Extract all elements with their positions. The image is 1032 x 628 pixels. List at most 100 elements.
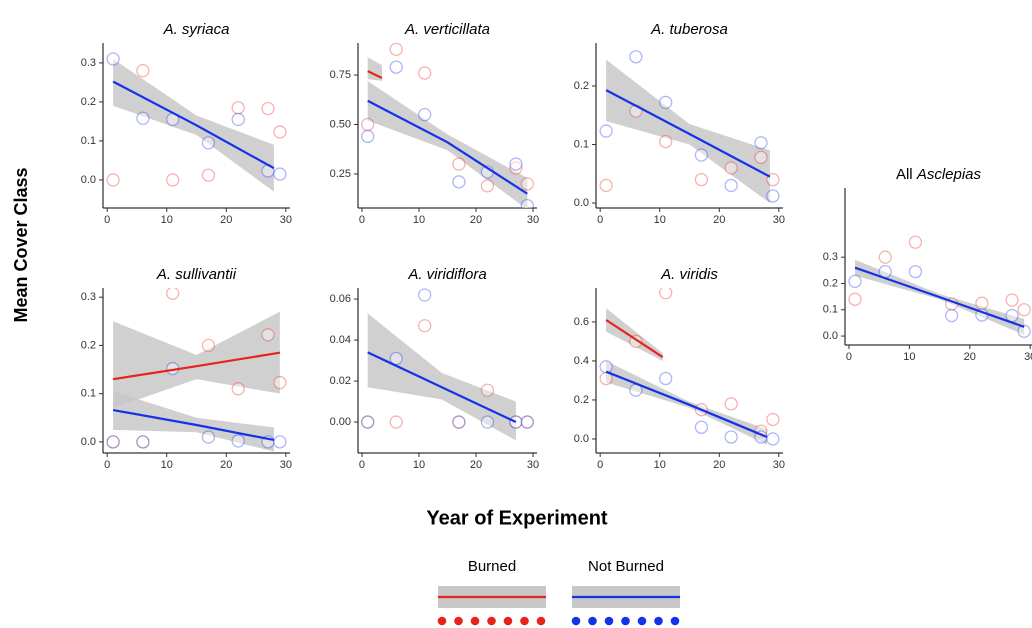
y-tick-label: 0.00	[330, 416, 351, 428]
x-axis-label: Year of Experiment	[426, 507, 608, 529]
y-axis-label: Mean Cover Class	[11, 167, 31, 322]
point	[166, 173, 180, 187]
panel: A. syriaca 0.0 0.1 0.2 0.3 0 10 20 30	[81, 21, 292, 226]
confidence-band	[367, 313, 516, 441]
point	[201, 168, 216, 182]
point	[975, 296, 989, 310]
point	[694, 172, 709, 187]
plot-area	[599, 50, 780, 204]
point	[480, 383, 495, 397]
confidence-band	[606, 308, 663, 361]
x-tick-label: 10	[161, 214, 173, 226]
legend-dot	[470, 616, 480, 626]
confidence-band	[367, 80, 528, 208]
legend-dot	[437, 616, 447, 626]
point	[724, 161, 738, 175]
point	[754, 136, 768, 150]
x-tick-label: 30	[280, 459, 292, 471]
y-tick-label: 0.0	[574, 197, 589, 209]
y-tick-label: 0.25	[330, 168, 351, 180]
point	[136, 111, 150, 125]
title-part: A. viridis	[660, 266, 718, 283]
fit-line	[605, 89, 771, 178]
panel-title: A. viridis	[660, 266, 718, 283]
fit-line	[605, 319, 664, 358]
legend-dot	[520, 616, 529, 626]
title-part: A. syriaca	[163, 21, 230, 38]
legend-entry: Not Burned	[571, 558, 680, 626]
point	[908, 264, 923, 279]
legend-dot	[604, 616, 614, 626]
point	[452, 415, 466, 429]
y-tick-label: 0.0	[81, 436, 96, 448]
point	[136, 435, 150, 449]
point	[361, 129, 375, 144]
panel-title: A. verticillata	[404, 21, 490, 38]
x-tick-label: 10	[654, 459, 666, 471]
point	[361, 415, 375, 429]
point	[452, 175, 466, 189]
point	[480, 179, 495, 193]
x-tick-label: 10	[654, 214, 666, 226]
x-tick-label: 10	[161, 459, 173, 471]
plot-area	[361, 288, 534, 441]
panel-title: A. tuberosa	[650, 21, 728, 38]
legend-dot	[536, 616, 546, 626]
point	[520, 415, 534, 429]
point	[766, 412, 780, 427]
point	[659, 288, 673, 300]
y-tick-label: 0.4	[574, 355, 589, 367]
panel: A. sullivantii 0.0 0.1 0.2 0.3 0 10 20 30	[81, 266, 292, 471]
point	[361, 117, 375, 132]
x-tick-label: 20	[713, 459, 725, 471]
x-tick-label: 10	[413, 214, 425, 226]
point	[261, 328, 275, 342]
x-tick-label: 0	[104, 214, 110, 226]
panel-title: A. viridiflora	[407, 266, 486, 283]
point	[136, 435, 150, 449]
x-tick-label: 20	[470, 214, 482, 226]
y-tick-label: 0.02	[330, 375, 351, 387]
point	[389, 351, 403, 366]
y-tick-label: 0.6	[574, 316, 589, 328]
point	[599, 124, 613, 138]
point	[389, 415, 403, 429]
panel: All Asclepias 0.0 0.1 0.2 0.3 0 10 20 30	[823, 166, 1032, 363]
legend-dot	[454, 616, 463, 626]
x-tick-label: 30	[773, 459, 785, 471]
point	[509, 161, 523, 175]
point	[1005, 293, 1019, 307]
x-tick-label: 20	[713, 214, 725, 226]
x-tick-label: 0	[359, 214, 365, 226]
x-tick-label: 20	[220, 459, 232, 471]
legend-dot	[588, 616, 597, 626]
x-tick-label: 0	[359, 459, 365, 471]
y-tick-label: 0.2	[574, 80, 589, 92]
fit-line	[112, 80, 275, 170]
legend-dot	[571, 616, 581, 626]
x-tick-label: 30	[527, 214, 539, 226]
legend-dot	[654, 616, 663, 626]
point	[659, 371, 673, 386]
point	[418, 107, 432, 122]
point	[261, 101, 275, 116]
point	[848, 274, 862, 289]
x-tick-label: 0	[846, 351, 852, 363]
plot-area	[106, 52, 287, 192]
point	[520, 198, 534, 208]
x-tick-label: 0	[597, 214, 603, 226]
point	[231, 101, 245, 115]
y-tick-label: 0.0	[81, 174, 96, 186]
point	[724, 397, 738, 411]
confidence-band	[367, 57, 382, 81]
point	[273, 125, 287, 139]
panel-title: A. syriaca	[163, 21, 230, 38]
point	[724, 430, 738, 444]
point	[520, 177, 534, 191]
point	[945, 308, 959, 323]
point	[106, 52, 120, 66]
y-tick-label: 0.04	[330, 334, 351, 346]
point	[166, 288, 180, 300]
point	[106, 173, 120, 187]
